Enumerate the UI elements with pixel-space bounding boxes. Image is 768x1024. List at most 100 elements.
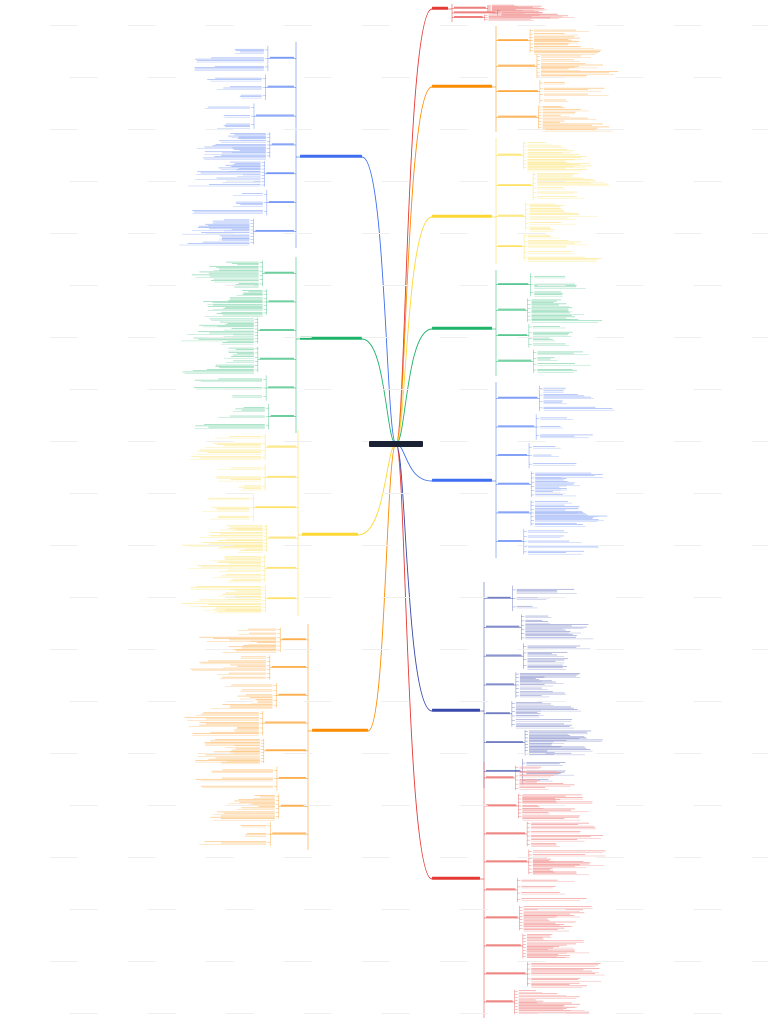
sub-node-text [498,64,535,66]
leaf-text [515,709,578,710]
leaf-text [527,654,558,656]
leaf-text [241,409,265,411]
leaf-text [237,264,259,266]
branch-r5 [395,382,615,558]
leaf-text [525,621,549,623]
branch-node[interactable] [432,84,492,88]
watermark-mark [361,337,390,338]
branch-node[interactable] [432,708,480,712]
leaf-text [535,483,574,485]
watermark-mark [49,545,78,546]
watermark-mark [751,25,768,26]
leaf-text [522,797,556,799]
watermark-mark [303,389,332,390]
leaf-text [531,299,561,301]
leaf-text [209,265,259,267]
watermark-mark [595,649,624,650]
leaf-text [525,625,572,627]
leaf-text [542,126,610,128]
leaf-text [535,493,563,495]
leaf-text [527,550,585,552]
leaf-text [491,4,515,6]
branch-node[interactable] [432,478,492,482]
branch-node[interactable] [432,326,492,330]
leaf-text [205,223,250,225]
leaf-text [235,748,260,750]
watermark-mark [615,909,644,910]
watermark-mark [615,181,644,182]
leaf-text [537,196,578,198]
leaf-text [206,368,254,370]
leaf-text [540,417,567,419]
leaf-text [537,175,573,177]
leaf-text [194,67,264,69]
leaf-text [534,41,580,42]
leaf-text [537,180,597,182]
leaf-text [534,49,602,51]
branch-node[interactable] [300,154,362,158]
leaf-text [240,824,267,826]
branch-node[interactable] [300,336,362,340]
leaf-text [213,304,263,306]
branch-node[interactable] [312,728,368,732]
leaf-text [216,607,262,609]
leaf-text [527,666,568,667]
watermark-mark [127,233,156,234]
leaf-text [222,704,273,705]
leaf-text [229,297,263,299]
leaf-text [540,72,609,74]
watermark-mark [381,909,410,910]
leaf-text [236,203,263,204]
leaf-text [205,754,260,756]
leaf-text [522,800,556,802]
leaf-text [516,605,533,607]
leaf-text [540,68,569,70]
leaf-text [542,107,565,109]
watermark-mark [595,129,624,130]
leaf-text [527,659,565,661]
leaf-text [533,454,552,456]
leaf-text [239,150,266,152]
leaf-text [534,29,577,31]
sub-node-text [486,596,511,599]
leaf-text [542,120,565,122]
leaf-text [224,556,261,558]
branch-node[interactable] [302,532,358,536]
leaf-text [534,283,575,285]
leaf-text [529,228,551,229]
watermark-mark [459,389,488,390]
leaf-text [527,653,552,655]
leaf-text [527,530,565,532]
leaf-text [529,743,552,745]
root-node[interactable] [369,441,423,447]
branch-node[interactable] [432,214,492,218]
leaf-text [215,476,262,478]
watermark-mark [205,753,234,754]
leaf-text [225,123,250,125]
sub-node-text [268,300,294,302]
leaf-text [535,512,584,513]
leaf-text [238,486,262,488]
leaf-text [525,619,543,621]
leaf-text [531,969,584,971]
sub-node-text [267,597,296,599]
leaf-text [531,982,580,984]
watermark-mark [673,25,702,26]
leaf-text [527,152,563,154]
leaf-text [225,558,261,560]
branch-node[interactable] [432,6,448,10]
leaf-text [221,311,263,313]
leaf-text [529,744,552,746]
watermark-mark [439,337,468,338]
watermark-mark [225,805,254,806]
watermark-mark [439,441,468,442]
watermark-mark [693,1013,722,1014]
watermark-mark [595,545,624,546]
leaf-text [228,351,254,353]
branch-node[interactable] [432,876,480,880]
sub-node-text [498,90,538,92]
sub-node-text [270,415,294,417]
leaf-text [515,714,539,716]
leaf-text [209,332,254,334]
leaf-text [543,81,565,83]
